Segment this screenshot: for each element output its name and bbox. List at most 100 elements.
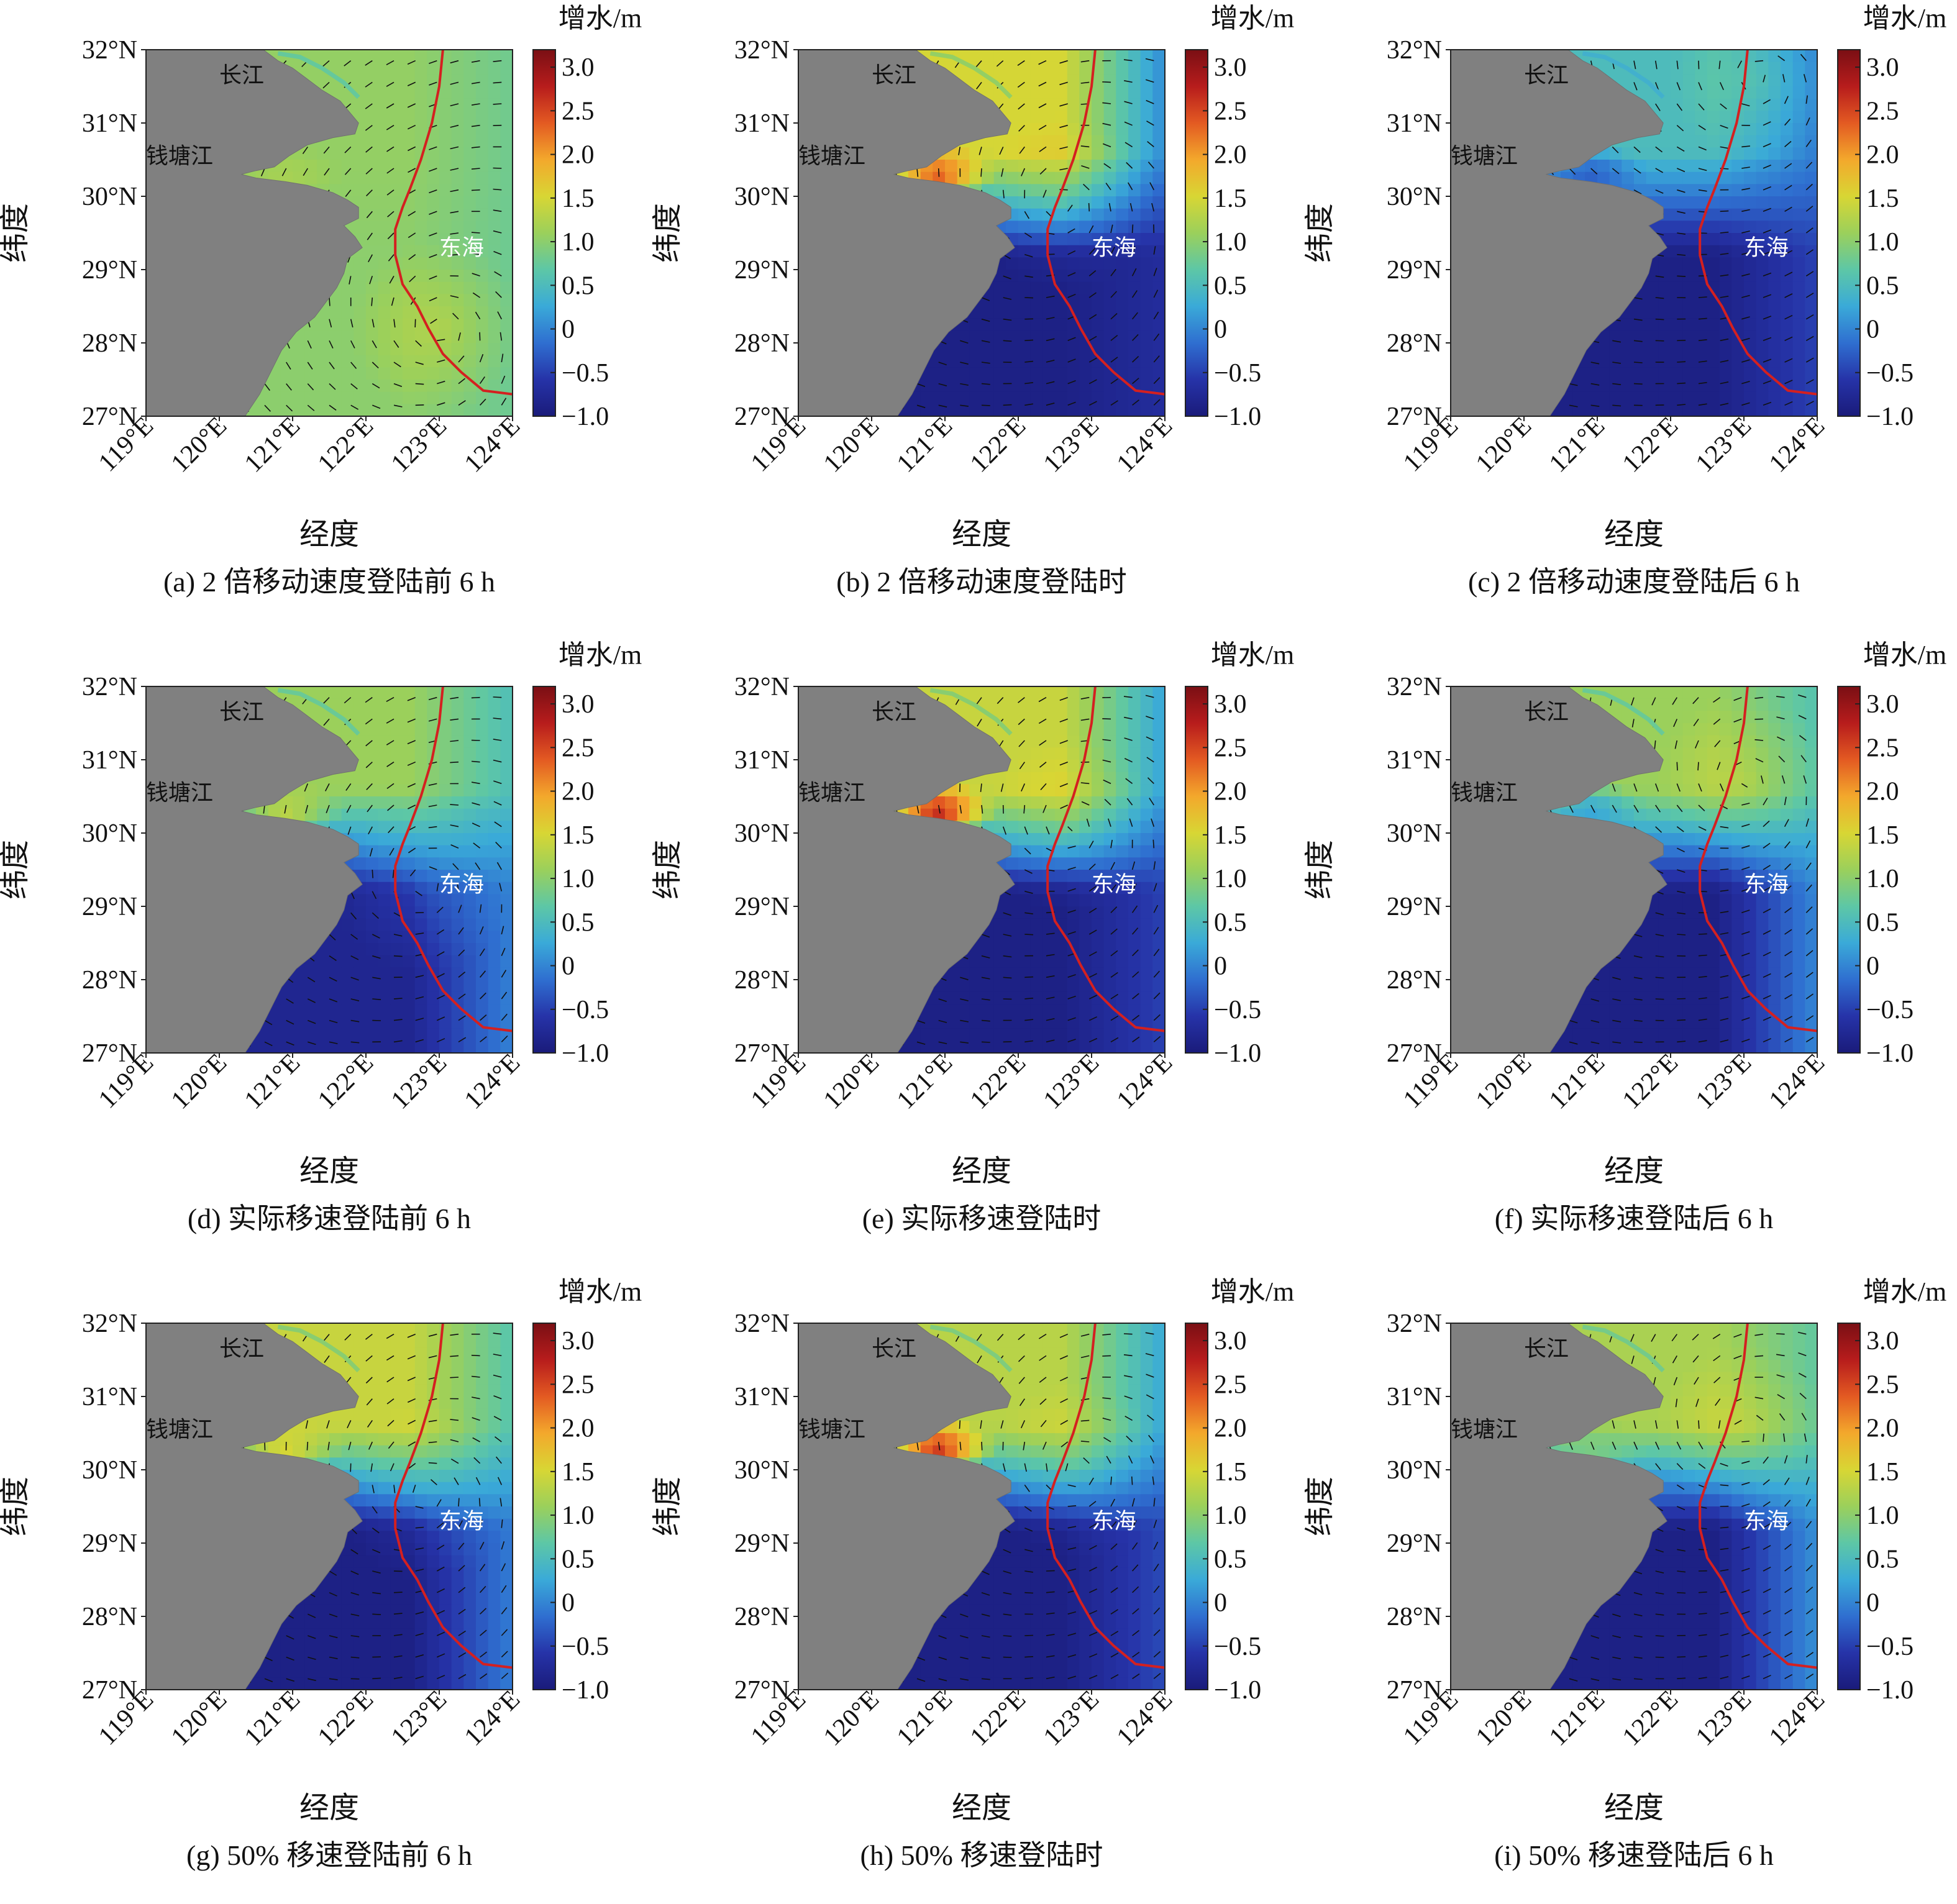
surge-cell (366, 747, 379, 760)
surge-cell (366, 723, 379, 736)
surge-cell (378, 111, 391, 124)
surge-cell (500, 282, 513, 295)
y-tick-label: 28°N (1387, 329, 1442, 358)
surge-cell (293, 392, 306, 405)
surge-cell (1031, 343, 1044, 356)
surge-cell (1079, 294, 1092, 307)
surge-cell (1731, 306, 1745, 319)
surge-cell (452, 74, 465, 87)
surge-cell (427, 1016, 440, 1029)
surge-cell (427, 796, 440, 809)
surge-cell (1597, 367, 1610, 380)
surge-cell (1018, 172, 1031, 185)
surge-cell (1128, 209, 1141, 222)
surge-cell (415, 111, 428, 124)
surge-cell (1092, 172, 1105, 185)
surge-cell (439, 772, 452, 785)
surge-cell (476, 147, 489, 160)
surge-cell (1055, 209, 1068, 222)
surge-cell (500, 699, 513, 712)
surge-cell (1793, 404, 1806, 417)
surge-cell (439, 209, 452, 222)
surge-cell (1793, 172, 1806, 185)
surge-cell (500, 906, 513, 919)
surge-cell (1671, 245, 1684, 258)
surge-cell (957, 380, 970, 393)
surge-cell (439, 809, 452, 822)
surge-cell (500, 686, 513, 699)
surge-cell (1768, 330, 1781, 344)
surge-cell (1671, 404, 1684, 417)
surge-cell (1055, 135, 1068, 148)
surge-cell (1793, 319, 1806, 332)
surge-cell (280, 355, 293, 368)
wind-arrow (1102, 82, 1111, 83)
surge-cell (463, 135, 477, 148)
surge-cell (1018, 392, 1031, 405)
surge-cell (1683, 50, 1696, 63)
surge-cell (1768, 221, 1781, 234)
surge-cell (488, 955, 501, 968)
surge-cell (1055, 355, 1068, 368)
surge-cell (1018, 282, 1031, 295)
surge-cell (1152, 343, 1166, 356)
surge-cell (378, 1004, 391, 1017)
surge-cell (354, 1004, 367, 1017)
x-axis-label: 经度 (1604, 518, 1664, 551)
surge-cell (500, 833, 513, 846)
surge-cell (390, 160, 403, 173)
surge-cell (1141, 257, 1154, 270)
surge-cell (1695, 74, 1708, 87)
surge-cell (1610, 172, 1623, 185)
surge-cell (1781, 62, 1794, 75)
surge-cell (1744, 380, 1757, 393)
y-tick-label: 31°N (734, 109, 790, 138)
surge-cell (1610, 355, 1623, 368)
surge-cell (403, 857, 416, 870)
colorbar-tick-label: 0 (1214, 316, 1227, 344)
surge-cell (1152, 147, 1166, 160)
surge-cell (1781, 172, 1794, 185)
surge-cell (268, 1016, 281, 1029)
surge-cell (1768, 319, 1781, 332)
surge-cell (390, 135, 403, 148)
surge-cell (366, 50, 379, 63)
surge-cell (1006, 294, 1019, 307)
surge-cell (1116, 62, 1129, 75)
surge-cell (1768, 50, 1781, 63)
surge-cell (1683, 343, 1696, 356)
colorbar-tick-label: 0 (562, 952, 575, 981)
surge-cell (1683, 62, 1696, 75)
surge-cell (1707, 257, 1720, 270)
surge-cell (1756, 184, 1769, 197)
surge-cell (390, 711, 403, 724)
surge-cell (390, 955, 403, 968)
surge-cell (390, 1029, 403, 1042)
surge-cell (403, 160, 416, 173)
surge-cell (366, 270, 379, 283)
surge-cell (439, 147, 452, 160)
map-label-donghai: 东海 (439, 235, 484, 260)
surge-cell (1116, 330, 1129, 344)
surge-cell (1152, 160, 1166, 173)
surge-cell (1707, 306, 1720, 319)
colorbar-tick-label: −1.0 (1866, 403, 1914, 431)
surge-cell (500, 172, 513, 185)
surge-cell (342, 784, 355, 797)
surge-cell (390, 62, 403, 75)
surge-cell (378, 147, 391, 160)
colorbar-tick-label: −1.0 (562, 1039, 609, 1068)
surge-cell (1744, 392, 1757, 405)
surge-cell (1006, 184, 1019, 197)
surge-cell (1671, 74, 1684, 87)
surge-cell (982, 343, 995, 356)
surge-cell (1707, 343, 1720, 356)
x-tick-label: 120°E (166, 1049, 232, 1115)
surge-cell (1793, 147, 1806, 160)
surge-cell (1805, 306, 1818, 319)
surge-cell (403, 306, 416, 319)
surge-cell (378, 943, 391, 956)
surge-cell (488, 882, 501, 895)
surge-cell (1720, 392, 1733, 405)
surge-cell (945, 392, 958, 405)
